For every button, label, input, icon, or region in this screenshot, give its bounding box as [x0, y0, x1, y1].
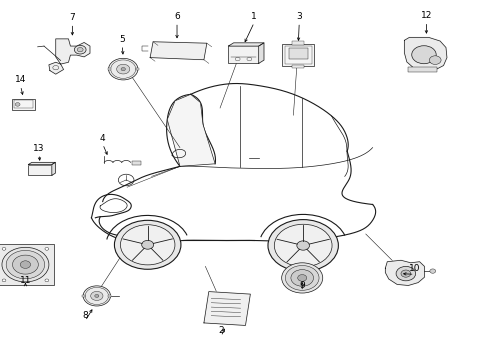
Text: 3: 3 [296, 12, 302, 21]
Bar [284, 46, 311, 64]
Circle shape [296, 241, 309, 250]
Bar [288, 48, 307, 59]
Circle shape [428, 56, 440, 64]
Polygon shape [49, 62, 63, 74]
Circle shape [20, 261, 31, 269]
Circle shape [120, 225, 175, 265]
Circle shape [285, 266, 318, 290]
Text: 4: 4 [100, 134, 105, 143]
Bar [292, 41, 304, 45]
Circle shape [411, 46, 435, 64]
Polygon shape [404, 37, 446, 71]
Circle shape [297, 275, 306, 281]
Text: 7: 7 [69, 13, 75, 22]
Circle shape [83, 286, 110, 306]
Bar [292, 65, 304, 68]
Circle shape [2, 247, 49, 282]
Bar [282, 44, 314, 66]
Circle shape [274, 224, 331, 267]
Text: 11: 11 [20, 276, 31, 285]
Circle shape [2, 279, 6, 282]
Circle shape [121, 68, 125, 71]
Circle shape [77, 48, 83, 52]
Bar [0, 244, 54, 285]
Text: 13: 13 [33, 144, 45, 153]
Circle shape [142, 240, 153, 249]
Bar [82, 295, 85, 297]
Bar [135, 68, 138, 71]
Circle shape [429, 269, 435, 273]
Text: 5: 5 [119, 35, 125, 44]
Circle shape [395, 266, 415, 281]
Text: 9: 9 [299, 281, 305, 290]
Text: 1: 1 [251, 12, 257, 21]
Circle shape [74, 45, 86, 54]
Text: 10: 10 [408, 264, 420, 273]
Text: 2: 2 [218, 326, 224, 335]
Polygon shape [228, 43, 264, 46]
Circle shape [267, 220, 338, 271]
Circle shape [45, 279, 49, 282]
Circle shape [90, 291, 103, 301]
Circle shape [114, 220, 181, 269]
Polygon shape [258, 43, 264, 63]
Circle shape [15, 103, 20, 106]
Bar [132, 161, 141, 165]
Polygon shape [385, 260, 424, 285]
Text: 8: 8 [82, 311, 88, 320]
Polygon shape [28, 162, 55, 165]
Bar [108, 295, 111, 297]
Circle shape [281, 263, 322, 293]
Text: 14: 14 [15, 75, 26, 84]
Bar [14, 100, 33, 108]
Circle shape [400, 270, 410, 277]
Bar [407, 67, 436, 72]
Polygon shape [203, 292, 250, 325]
Circle shape [45, 247, 49, 250]
Circle shape [116, 64, 129, 74]
Circle shape [95, 294, 99, 297]
Circle shape [108, 58, 138, 80]
Circle shape [13, 255, 38, 274]
Polygon shape [150, 42, 206, 60]
Bar [28, 165, 52, 175]
Circle shape [290, 270, 313, 286]
Text: 12: 12 [420, 11, 431, 20]
Bar [228, 46, 258, 63]
Bar [12, 99, 35, 110]
Circle shape [6, 251, 44, 279]
Text: 6: 6 [174, 12, 180, 21]
Circle shape [2, 247, 6, 250]
Polygon shape [52, 162, 55, 175]
Bar [107, 68, 110, 71]
Polygon shape [167, 94, 215, 166]
Polygon shape [56, 39, 90, 64]
